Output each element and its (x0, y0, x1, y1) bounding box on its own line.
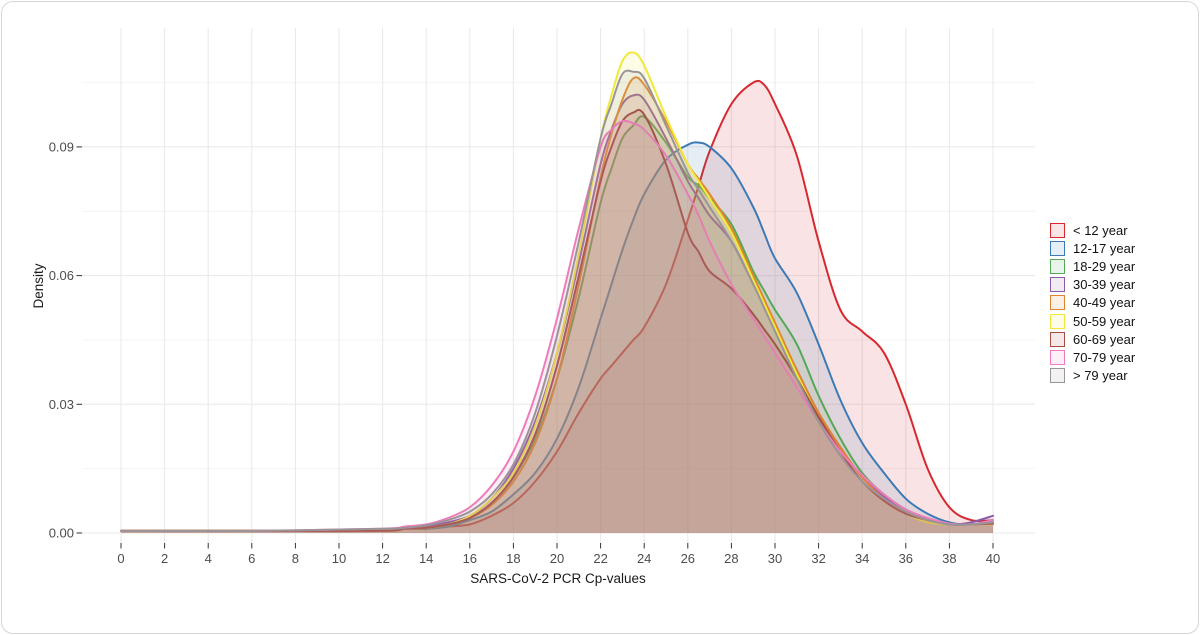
legend-item: 70-79 year (1050, 348, 1135, 366)
x-tick-label: 36 (899, 551, 913, 566)
y-tick-label: 0.00 (49, 526, 74, 541)
legend-key-swatch (1050, 349, 1065, 365)
legend-key-swatch (1050, 240, 1065, 256)
legend-label: 60-69 year (1073, 331, 1136, 347)
legend-label: < 12 year (1073, 222, 1128, 238)
y-axis-title: Density (31, 263, 46, 308)
legend-key-swatch (1050, 313, 1065, 329)
legend-item: 60-69 year (1050, 330, 1135, 348)
x-tick-label: 12 (375, 551, 389, 566)
y-tick-label: 0.06 (49, 268, 74, 283)
x-tick-label: 22 (593, 551, 607, 566)
density-curve-70-79-year (120, 119, 994, 533)
density-area-40-49-year (121, 77, 993, 533)
legend-label: 50-59 year (1073, 313, 1136, 329)
density-curve-12-17-year (120, 141, 994, 533)
legend-label: 30-39 year (1073, 277, 1136, 293)
density-area-50-59-year (121, 52, 993, 533)
y-tick-label: 0.09 (49, 139, 74, 154)
x-tick-label: 38 (942, 551, 956, 566)
x-tick-label: 28 (724, 551, 738, 566)
x-tick-label: 18 (506, 551, 520, 566)
x-tick-label: 4 (205, 551, 212, 566)
density-area-30-39-year (121, 94, 993, 533)
x-tick-label: 30 (768, 551, 782, 566)
x-tick-label: 32 (811, 551, 825, 566)
legend-item: > 79 year (1050, 367, 1135, 385)
legend-key-swatch (1050, 368, 1065, 384)
density-area-60-69-year (121, 109, 993, 533)
x-tick-label: 34 (855, 551, 869, 566)
legend-key-swatch (1050, 331, 1065, 347)
legend-label: 12-17 year (1073, 240, 1136, 256)
x-tick-label: 26 (681, 551, 695, 566)
x-tick-label: 0 (117, 551, 124, 566)
density-area-18-29-year (121, 116, 993, 533)
legend-key-swatch (1050, 222, 1065, 238)
legend-item: 18-29 year (1050, 257, 1135, 275)
density-area-12-17-year (121, 142, 993, 533)
x-tick-label: 14 (419, 551, 433, 566)
x-tick-label: 2 (161, 551, 168, 566)
legend-key-swatch (1050, 277, 1065, 293)
legend-item: 12-17 year (1050, 239, 1135, 257)
legend-label: 70-79 year (1073, 349, 1136, 365)
x-tick-label: 8 (292, 551, 299, 566)
legend-label: > 79 year (1073, 368, 1128, 384)
density-area--12-year (121, 80, 993, 533)
legend-item: 30-39 year (1050, 276, 1135, 294)
y-tick-label: 0.03 (49, 397, 74, 412)
legend-item: 50-59 year (1050, 312, 1135, 330)
density-area-70-79-year (121, 120, 993, 533)
legend-label: 18-29 year (1073, 258, 1136, 274)
density-area--79-year (121, 70, 993, 533)
x-tick-label: 16 (463, 551, 477, 566)
axis-tick-labels: 0 2 4 6 8 10 12 14 16 18 20 22 24 26 28 30 32 34 36 38 400.0… (49, 139, 1001, 566)
x-tick-label: 6 (248, 551, 255, 566)
density-curves (120, 51, 994, 533)
legend-key-swatch (1050, 295, 1065, 311)
legend: < 12 year 12-17 year 18-29 year 30-39 year 4… (1050, 221, 1135, 385)
x-tick-label: 20 (550, 551, 564, 566)
x-tick-label: 10 (332, 551, 346, 566)
density-curve--79-year (120, 69, 994, 533)
legend-item: 40-49 year (1050, 294, 1135, 312)
legend-key-swatch (1050, 258, 1065, 274)
axis-ticks (76, 146, 994, 549)
x-axis-title: SARS-CoV-2 PCR Cp-values (470, 571, 646, 586)
gridlines (82, 28, 1035, 543)
x-tick-label: 40 (986, 551, 1000, 566)
legend-label: 40-49 year (1073, 295, 1136, 311)
x-tick-label: 24 (637, 551, 651, 566)
legend-item: < 12 year (1050, 221, 1135, 239)
